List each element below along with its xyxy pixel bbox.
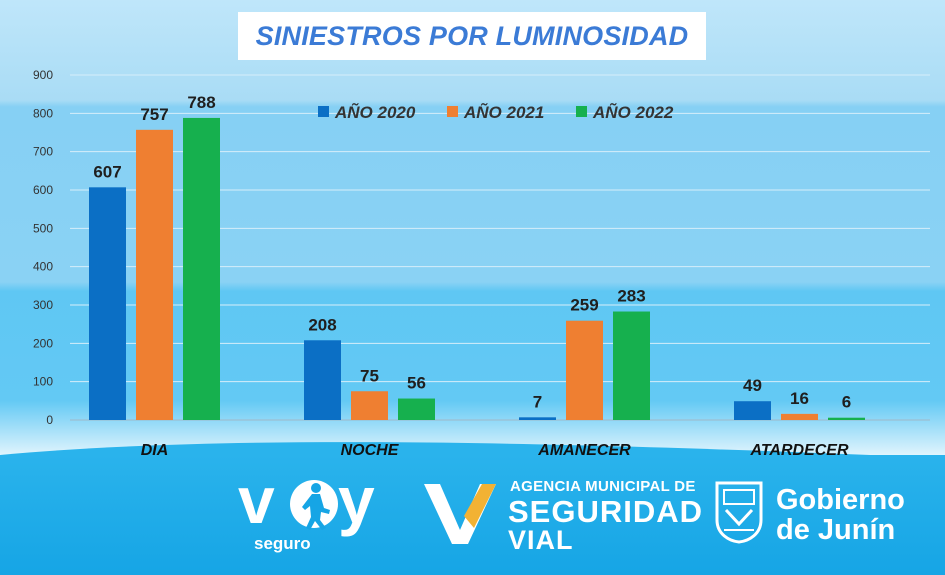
y-tick-label: 300 [33,298,53,312]
bar-noche-3 [398,398,435,420]
bars [89,117,865,421]
data-label: 788 [187,93,215,112]
gobierno-line2: de Junín [776,514,896,546]
data-label: 757 [140,105,168,124]
y-tick-label: 500 [33,221,53,235]
data-label: 208 [308,315,336,334]
y-tick-label: 400 [33,260,53,274]
data-label: 259 [570,296,598,315]
voy-letter-v: v [238,463,275,537]
bar-noche-2 [351,391,388,420]
bar-atardecer-3 [828,417,865,420]
legend: AÑO 2020 AÑO 2021 AÑO 2022 [318,102,674,122]
voy-logo-graphic [290,480,338,530]
y-tick-label: 700 [33,145,53,159]
gobierno-line1: Gobierno [776,484,905,516]
legend-swatch [318,106,329,117]
category-labels: DIA NOCHE AMANECER ATARDECER [141,442,849,459]
title-box: SINIESTROS POR LUMINOSIDAD [238,12,706,60]
agencia-logo: AGENCIA MUNICIPAL DE SEGURIDAD VIAL [420,478,702,558]
pedestrian-icon [302,494,330,530]
y-tick-label: 100 [33,375,53,389]
category-label: DIA [141,442,169,459]
legend-label: AÑO 2021 [463,102,544,122]
data-label: 607 [93,162,121,181]
data-label: 75 [360,366,379,385]
bar-atardecer-1 [734,401,771,420]
voy-letter-y: y [338,463,375,537]
legend-label: AÑO 2022 [592,102,674,122]
agencia-line2: SEGURIDAD [508,494,704,529]
bar-noche-1 [304,340,341,420]
legend-label: AÑO 2020 [334,102,416,122]
data-label: 56 [407,374,426,393]
bar-amanecer-1 [519,417,556,420]
y-tick-label: 900 [33,68,53,82]
agencia-line1: AGENCIA MUNICIPAL DE [510,478,696,495]
y-tick-label: 800 [33,106,53,120]
y-tick-label: 600 [33,183,53,197]
data-labels: 607 757 788 208 75 56 7 259 283 49 16 6 [93,93,851,412]
data-label: 16 [790,389,809,408]
bar-amanecer-2 [566,320,603,420]
agencia-v-icon [424,484,496,544]
category-label: AMANECER [537,442,631,459]
agencia-line3: VIAL [508,525,574,555]
y-tick-label: 200 [33,336,53,350]
bar-dia-1 [89,187,126,420]
bar-dia-3 [183,117,220,420]
voy-seguro-logo: voy v y seguro [238,463,398,560]
bar-atardecer-2 [781,413,818,420]
category-label: NOCHE [341,442,400,459]
gobierno-logo: Gobierno de Junín [714,480,914,550]
legend-swatch [576,106,587,117]
y-tick-label: 0 [46,413,53,427]
data-label: 6 [842,393,851,412]
bar-dia-2 [136,129,173,421]
y-axis-ticks: 0 100 200 300 400 500 600 700 800 900 [33,68,53,427]
data-label: 283 [617,287,645,306]
data-label: 49 [743,376,762,395]
junin-shield-icon [715,481,763,544]
category-label: ATARDECER [749,442,849,459]
chart-title: SINIESTROS POR LUMINOSIDAD [255,21,689,51]
legend-swatch [447,106,458,117]
pedestrian-head-icon [311,483,321,493]
data-label: 7 [533,392,542,411]
bar-amanecer-3 [613,311,650,420]
seguro-text: seguro [254,534,311,553]
